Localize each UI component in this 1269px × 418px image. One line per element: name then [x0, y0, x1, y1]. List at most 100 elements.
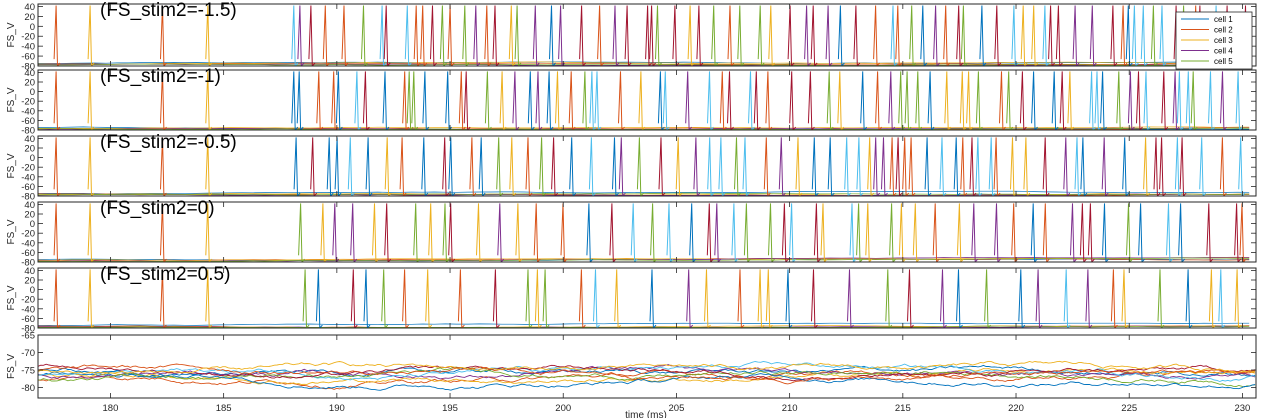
spike [413, 203, 421, 262]
spike [999, 71, 1006, 130]
spike [993, 137, 1001, 196]
spike [865, 203, 873, 262]
spike [293, 137, 301, 196]
spike [310, 137, 318, 196]
spike [484, 71, 492, 130]
spike [1063, 269, 1071, 328]
axes-box [37, 267, 1257, 329]
spike [672, 5, 680, 66]
x-tick-label: 215 [895, 403, 911, 414]
spike [785, 269, 793, 328]
spike [53, 203, 61, 262]
spike [430, 5, 437, 66]
spike [810, 5, 818, 66]
spike [428, 203, 436, 262]
spike [332, 203, 340, 262]
spike [160, 269, 167, 328]
spike [657, 71, 665, 130]
spike [714, 203, 722, 262]
axes-box [37, 135, 1257, 197]
baseline-trace [38, 126, 1250, 129]
spike [515, 203, 523, 262]
spike [512, 71, 520, 130]
x-tick-label: 205 [669, 403, 685, 414]
spike [966, 71, 973, 130]
spike [718, 137, 726, 196]
legend-label: cell 4 [1214, 47, 1233, 56]
spike [837, 5, 845, 66]
baseline-trace [38, 190, 1250, 195]
y-tick-label: 0 [30, 285, 35, 296]
y-tick-label: 0 [30, 153, 35, 164]
spike [618, 71, 625, 130]
spike [341, 5, 349, 66]
spike [302, 269, 310, 328]
spike [539, 137, 546, 196]
spike [1239, 203, 1247, 262]
spike [411, 71, 419, 130]
spike [789, 71, 797, 130]
spike [630, 203, 638, 262]
spike [87, 137, 95, 196]
spike [463, 71, 471, 130]
spike [1136, 71, 1143, 130]
spike [753, 71, 761, 130]
spike [549, 5, 556, 66]
spike [826, 71, 834, 130]
spike [1074, 137, 1082, 196]
spike [1080, 137, 1088, 196]
spike [1199, 137, 1207, 196]
spike [956, 269, 963, 328]
spike [296, 71, 304, 130]
spike [402, 269, 409, 328]
spike [532, 5, 540, 66]
y-tick-label: -80 [21, 383, 35, 394]
spike [372, 203, 379, 262]
spike [439, 5, 447, 66]
spike [1067, 71, 1075, 130]
spike [404, 5, 412, 66]
panel-title: (FS_stim2=0.5) [100, 264, 230, 285]
spike [971, 203, 979, 262]
spike [704, 269, 711, 328]
spike [932, 203, 940, 262]
traces [38, 137, 1250, 196]
spike [1120, 5, 1128, 66]
spike [413, 5, 421, 66]
spike [1178, 203, 1185, 262]
spike [1085, 269, 1093, 328]
spike [953, 137, 961, 196]
spike [1234, 203, 1241, 262]
legend-label: cell 3 [1214, 36, 1233, 45]
spike [757, 269, 765, 328]
spike [1176, 71, 1184, 130]
spike [569, 137, 577, 196]
spike [87, 203, 95, 262]
baseline-trace [38, 61, 1250, 64]
spike [927, 71, 935, 130]
spike [994, 5, 1002, 66]
y-tick-label: 40 [24, 200, 35, 211]
spike [748, 71, 755, 130]
spike [308, 5, 316, 66]
spike [1143, 71, 1151, 130]
spike [492, 5, 500, 66]
spike [363, 269, 371, 328]
spike [1161, 71, 1169, 130]
spike [1190, 71, 1198, 130]
y-tick-label: -65 [21, 331, 35, 342]
x-tick-label: 195 [442, 403, 458, 414]
spike [768, 5, 776, 66]
spike [1143, 137, 1150, 196]
baseline-trace [38, 322, 1250, 326]
voltage-trace [38, 361, 1256, 382]
spike [1010, 137, 1017, 196]
spike [795, 137, 803, 196]
spike [1179, 137, 1187, 196]
spike [406, 71, 414, 130]
spike [447, 5, 455, 66]
